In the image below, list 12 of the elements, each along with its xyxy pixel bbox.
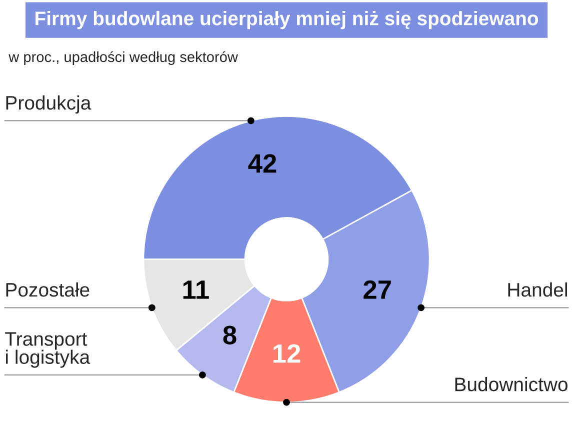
data-label: 11 (183, 280, 209, 299)
data-label: 27 (364, 280, 391, 299)
chart-subtitle: w proc., upadłości według sektorów (8, 51, 238, 65)
chart-title: Firmy budowlane ucierpiały mniej niż się spodziewano (36, 11, 538, 30)
data-label: 8 (223, 326, 236, 344)
slice-label: Handel (508, 282, 567, 297)
slice-label: Produkcja (6, 95, 92, 114)
slice-label: Pozostałe (6, 282, 90, 297)
data-label: 12 (273, 344, 300, 363)
slice-label: Budownictwo (455, 377, 568, 392)
slice-label: Transport i logistyka (5, 332, 90, 368)
data-label: 42 (248, 154, 276, 173)
